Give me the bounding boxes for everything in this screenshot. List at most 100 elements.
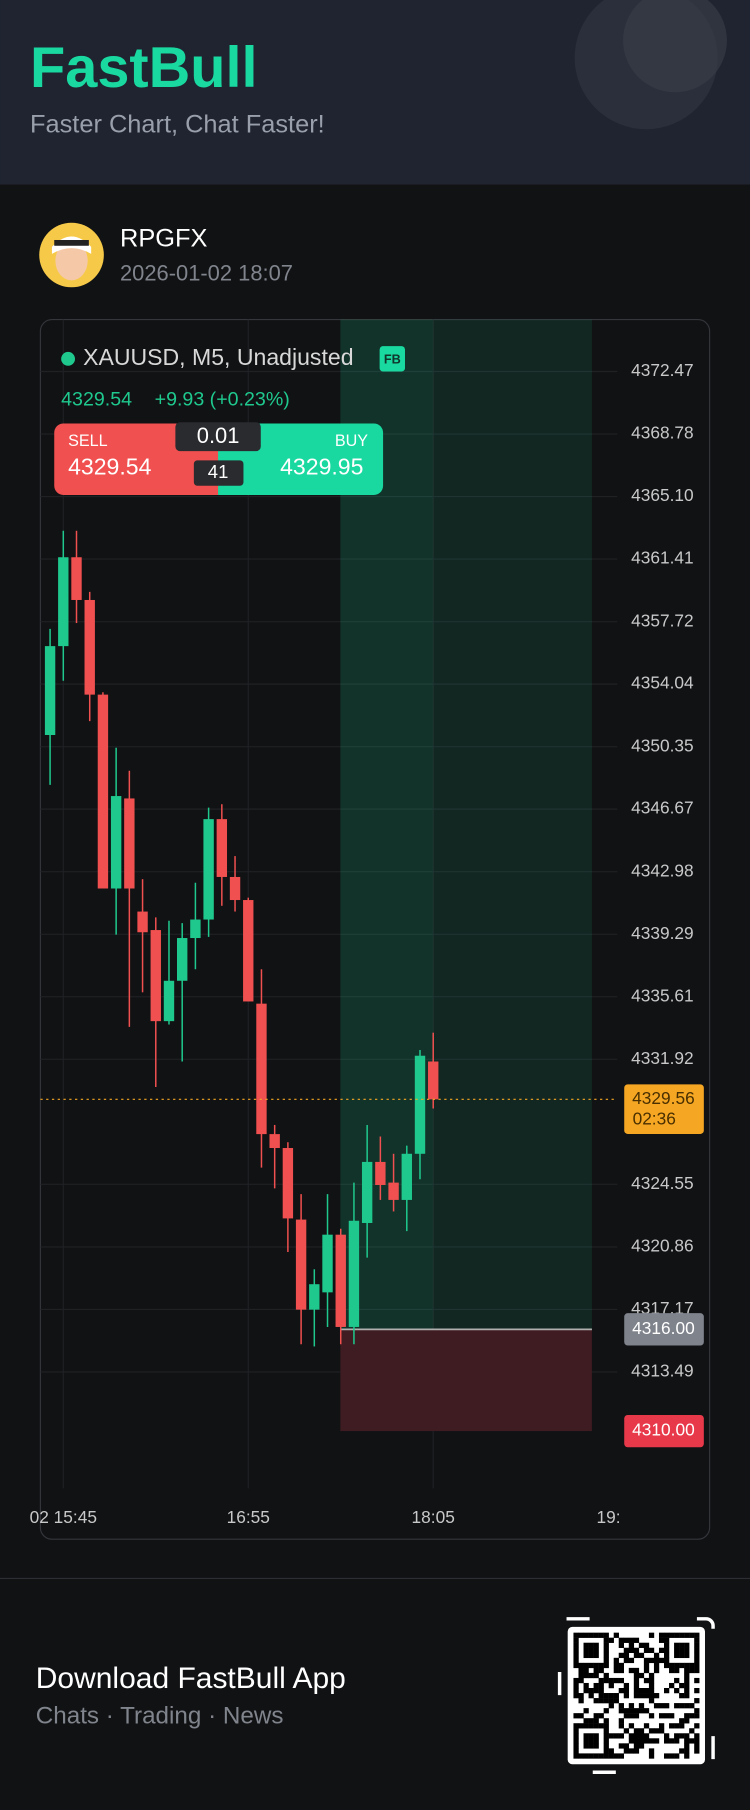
- qr-module: [613, 1632, 619, 1638]
- qr-module: [658, 1703, 665, 1709]
- qr-module: [648, 1647, 655, 1654]
- qr-module: [613, 1657, 619, 1664]
- qr-module: [689, 1632, 695, 1638]
- qr-module: [603, 1642, 609, 1648]
- qr-module: [583, 1687, 589, 1694]
- qr-module: [618, 1687, 624, 1694]
- qr-module: [593, 1632, 599, 1638]
- qr-module: [684, 1667, 690, 1674]
- x-tick-label: 18:05: [412, 1507, 455, 1527]
- qr-module: [679, 1632, 685, 1638]
- qr-module: [578, 1753, 584, 1759]
- qr-module: [684, 1647, 690, 1654]
- y-tick-label: 4331.92: [631, 1048, 694, 1068]
- qr-module: [664, 1647, 670, 1654]
- qr-module: [618, 1743, 624, 1749]
- qr-module: [638, 1743, 645, 1749]
- qr-module: [623, 1687, 630, 1694]
- qr-module: [623, 1728, 630, 1734]
- qr-module: [653, 1703, 660, 1709]
- y-tick-label: 4335.61: [631, 985, 694, 1005]
- qr-module: [573, 1662, 579, 1669]
- candle-body: [335, 1234, 346, 1327]
- qr-module: [598, 1687, 604, 1694]
- qr-module: [658, 1728, 665, 1734]
- qr-module: [573, 1657, 579, 1664]
- qr-module: [694, 1748, 700, 1754]
- qr-module: [674, 1723, 680, 1729]
- qr-module: [583, 1662, 589, 1669]
- qr-module: [603, 1753, 609, 1759]
- qr-module: [603, 1748, 609, 1754]
- qr-module: [694, 1662, 700, 1669]
- qr-module: [628, 1748, 635, 1754]
- qr-module: [694, 1738, 700, 1744]
- x-tick-label: 02 15:45: [30, 1507, 97, 1527]
- qr-module: [694, 1667, 700, 1674]
- qr-module: [638, 1687, 645, 1694]
- qr-module: [669, 1667, 675, 1674]
- lot: 0.01: [197, 423, 240, 448]
- y-tick-label: 4365.10: [631, 485, 694, 505]
- qr-module: [643, 1647, 650, 1654]
- current-price-label: 4329.56: [632, 1088, 695, 1108]
- qr-module: [618, 1652, 624, 1659]
- qr-module: [694, 1698, 700, 1704]
- qr-module: [638, 1708, 645, 1714]
- entry-tag: [624, 1313, 704, 1346]
- candle-body: [71, 557, 82, 600]
- qr-module: [628, 1723, 635, 1729]
- y-tick-label: 4320.86: [631, 1235, 694, 1255]
- qr-module: [684, 1662, 690, 1669]
- qr-module: [679, 1647, 685, 1654]
- qr-module: [643, 1657, 650, 1664]
- candle-body: [295, 1219, 307, 1310]
- qr-module: [613, 1662, 619, 1669]
- qr-module: [603, 1657, 609, 1664]
- qr-module: [583, 1708, 589, 1714]
- qr-module: [689, 1703, 695, 1709]
- qr-module: [653, 1693, 660, 1699]
- qr-module: [648, 1753, 655, 1759]
- qr-module: [674, 1652, 680, 1659]
- qr-module: [648, 1677, 655, 1684]
- candle-body: [44, 646, 56, 735]
- qr-module: [648, 1687, 655, 1694]
- qr-module: [583, 1632, 589, 1638]
- qr-module: [628, 1738, 635, 1744]
- qr-module: [638, 1703, 645, 1709]
- qr-module: [628, 1642, 635, 1648]
- qr-module: [603, 1693, 609, 1699]
- symbol[interactable]: XAUUSD, M5, Unadjusted: [83, 344, 353, 370]
- badge: FB: [384, 352, 401, 366]
- qr-module: [603, 1718, 609, 1724]
- candle-body: [203, 819, 214, 920]
- qr-code[interactable]: [557, 1617, 715, 1775]
- qr-module: [603, 1662, 609, 1669]
- qr-module: [578, 1672, 584, 1679]
- lot-box[interactable]: [175, 422, 261, 452]
- qr-module: [679, 1642, 685, 1648]
- username[interactable]: RPGFX: [120, 225, 207, 253]
- qr-module: [674, 1703, 680, 1709]
- qr-module: [583, 1723, 589, 1729]
- qr-module: [608, 1748, 614, 1754]
- qr-module: [588, 1652, 594, 1659]
- y-tick-label: 4317.17: [631, 1298, 694, 1318]
- avatar-band: [54, 239, 89, 246]
- qr-module: [593, 1713, 599, 1719]
- qr-module: [664, 1642, 670, 1648]
- qr-module: [643, 1738, 650, 1744]
- qr-module: [603, 1733, 609, 1739]
- qr-module: [603, 1708, 609, 1714]
- qr-module: [628, 1733, 635, 1739]
- qr-module: [618, 1733, 624, 1739]
- qr-module: [684, 1738, 690, 1744]
- qr-module: [588, 1693, 594, 1699]
- qr-module: [618, 1662, 624, 1669]
- qr-module: [578, 1632, 584, 1638]
- qr-module: [669, 1723, 675, 1729]
- qr-module: [638, 1672, 645, 1679]
- qr-module: [694, 1657, 700, 1664]
- qr-module: [643, 1708, 650, 1714]
